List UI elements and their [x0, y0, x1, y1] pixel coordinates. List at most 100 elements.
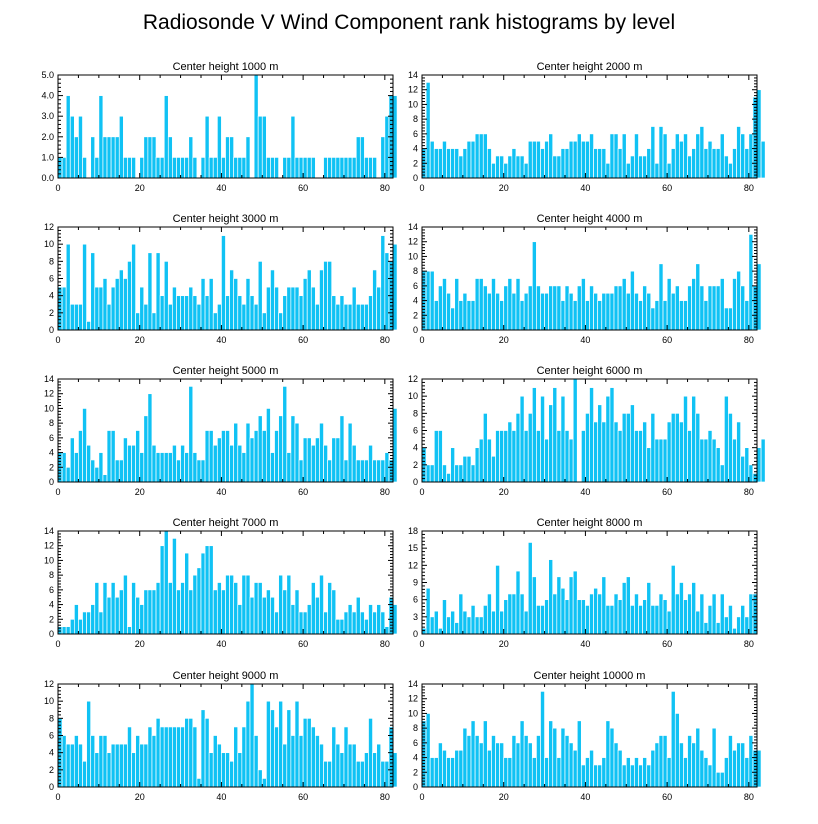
- page-title: Radiosonde V Wind Component rank histogr…: [143, 11, 675, 34]
- bar: [233, 726, 239, 788]
- x-tick-label: 40: [580, 792, 590, 802]
- bar: [225, 574, 230, 635]
- bar: [86, 611, 92, 635]
- bar: [548, 404, 554, 483]
- bar: [69, 743, 75, 788]
- bar: [556, 757, 562, 788]
- bar: [429, 757, 435, 788]
- bar: [253, 74, 259, 179]
- bar: [266, 286, 271, 331]
- bar: [527, 742, 533, 788]
- bar: [511, 593, 517, 635]
- bars: [421, 691, 762, 788]
- bar: [82, 611, 87, 635]
- bar: [613, 593, 619, 635]
- bar: [601, 148, 607, 179]
- bar: [605, 720, 611, 788]
- bar: [605, 292, 611, 331]
- bar: [597, 404, 603, 483]
- bar: [290, 604, 296, 635]
- bar: [286, 286, 292, 331]
- y-tick-label: 15: [408, 543, 418, 553]
- bar: [503, 757, 509, 788]
- bar: [540, 395, 545, 483]
- bar: [90, 604, 96, 635]
- bar: [212, 589, 218, 635]
- bar: [531, 387, 537, 483]
- bar: [159, 545, 165, 635]
- y-tick-label: 12: [44, 541, 54, 551]
- bar: [229, 574, 235, 635]
- bar: [740, 605, 746, 635]
- bar: [73, 303, 79, 331]
- x-tick-label: 60: [298, 639, 308, 649]
- bar: [589, 285, 594, 331]
- bar: [715, 148, 721, 179]
- y-tick-label: 2: [49, 462, 54, 472]
- bar: [139, 286, 145, 331]
- bar: [351, 286, 357, 331]
- bar: [487, 593, 492, 635]
- bar: [167, 582, 173, 635]
- panel-9: Center height 9000 m 0 2 4 6 8 10 12 0 20 40 60 80: [44, 670, 398, 802]
- x-tick-label: 80: [380, 183, 390, 193]
- bar: [515, 155, 521, 179]
- bar: [621, 278, 627, 331]
- bar: [450, 447, 456, 483]
- bar: [270, 452, 275, 483]
- bar: [609, 133, 615, 179]
- bar: [172, 444, 177, 483]
- bar: [151, 735, 157, 788]
- bar: [478, 742, 484, 788]
- bar: [65, 243, 71, 331]
- bar: [572, 749, 578, 788]
- bar: [491, 455, 496, 483]
- bar: [163, 726, 169, 788]
- bar: [707, 764, 713, 788]
- bar: [249, 437, 255, 483]
- bar: [540, 292, 545, 331]
- bar: [212, 157, 218, 179]
- bar: [446, 616, 451, 635]
- bar: [98, 611, 104, 635]
- bar: [282, 386, 288, 483]
- bar: [135, 312, 141, 331]
- bar: [298, 459, 304, 483]
- bar: [760, 438, 766, 483]
- bar: [78, 115, 83, 179]
- bar: [331, 295, 337, 331]
- bar: [110, 743, 116, 788]
- bar: [331, 437, 337, 483]
- x-tick-label: 60: [662, 183, 672, 193]
- bar: [315, 596, 320, 635]
- bar: [621, 412, 627, 483]
- bar: [147, 726, 153, 788]
- bar: [73, 452, 79, 483]
- bar: [617, 430, 623, 483]
- y-tick-label: 12: [408, 85, 418, 95]
- bar: [245, 136, 251, 179]
- x-tick-label: 20: [135, 183, 145, 193]
- bar: [629, 155, 635, 179]
- bar: [204, 545, 210, 635]
- bar: [654, 300, 660, 331]
- bar: [319, 422, 324, 483]
- bar: [503, 162, 509, 179]
- bar: [474, 735, 480, 788]
- y-tick-label: 4: [49, 600, 54, 610]
- bar: [159, 726, 165, 788]
- bar: [274, 611, 279, 635]
- bar: [188, 136, 194, 179]
- y-tick-label: 10: [44, 403, 54, 413]
- bar: [474, 278, 480, 331]
- bar: [617, 749, 623, 788]
- bar: [114, 596, 120, 635]
- bar: [650, 412, 656, 483]
- bar: [98, 452, 104, 483]
- bar: [695, 263, 701, 331]
- bar: [429, 270, 435, 331]
- bar: [556, 155, 562, 179]
- bar: [196, 303, 202, 331]
- bar: [376, 743, 382, 788]
- bar: [580, 140, 586, 179]
